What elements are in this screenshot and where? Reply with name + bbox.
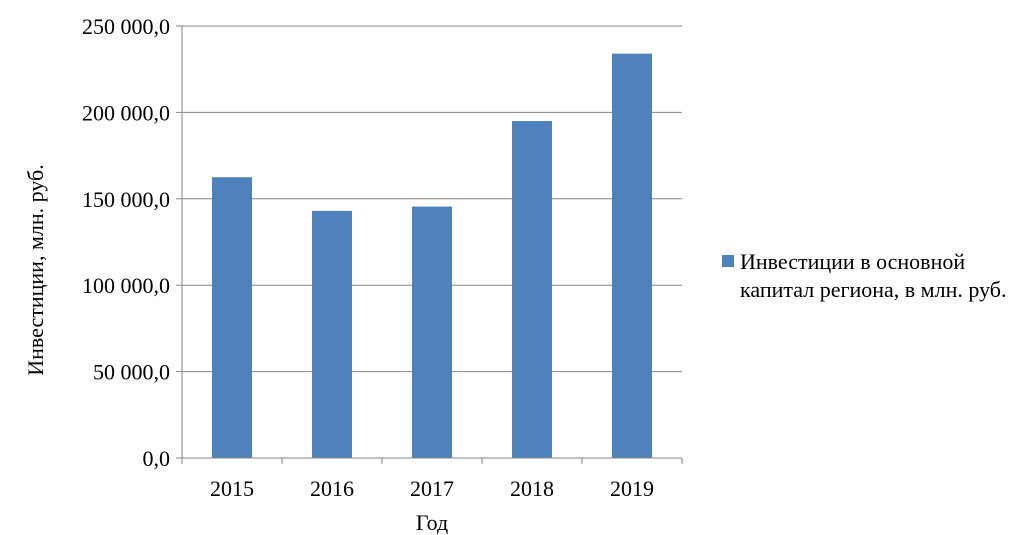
bar-2015 — [212, 177, 252, 458]
bar-2019 — [612, 53, 652, 458]
axes — [176, 25, 683, 464]
bars — [212, 53, 652, 458]
y-tick-label: 100 000,0 — [82, 273, 170, 298]
y-axis-title: Инвестиции, млн. руб. — [23, 164, 48, 376]
legend: Инвестиции в основной капитал региона, в… — [722, 248, 1012, 304]
legend-swatch — [722, 255, 734, 267]
x-tick-label: 2015 — [210, 476, 254, 501]
x-tick-label: 2016 — [310, 476, 354, 501]
y-tick-label: 0,0 — [143, 446, 171, 471]
bar-2018 — [512, 121, 552, 458]
x-tick-label: 2019 — [610, 476, 654, 501]
legend-label: Инвестиции в основной капитал региона, в… — [740, 249, 1007, 302]
x-tick-label: 2018 — [510, 476, 554, 501]
bar-2016 — [312, 210, 352, 458]
bar-2017 — [412, 206, 452, 458]
y-tick-label: 150 000,0 — [82, 187, 170, 212]
x-axis-title: Год — [416, 510, 448, 535]
y-tick-label: 250 000,0 — [82, 14, 170, 39]
y-tick-labels: 0,0 50 000,0 100 000,0 150 000,0 200 000,0 25… — [82, 14, 170, 471]
y-tick-label: 200 000,0 — [82, 100, 170, 125]
y-tick-label: 50 000,0 — [93, 360, 170, 385]
x-tick-label: 2017 — [410, 476, 454, 501]
x-tick-labels: 2015 2016 2017 2018 2019 — [210, 476, 654, 501]
gridlines — [182, 25, 682, 373]
